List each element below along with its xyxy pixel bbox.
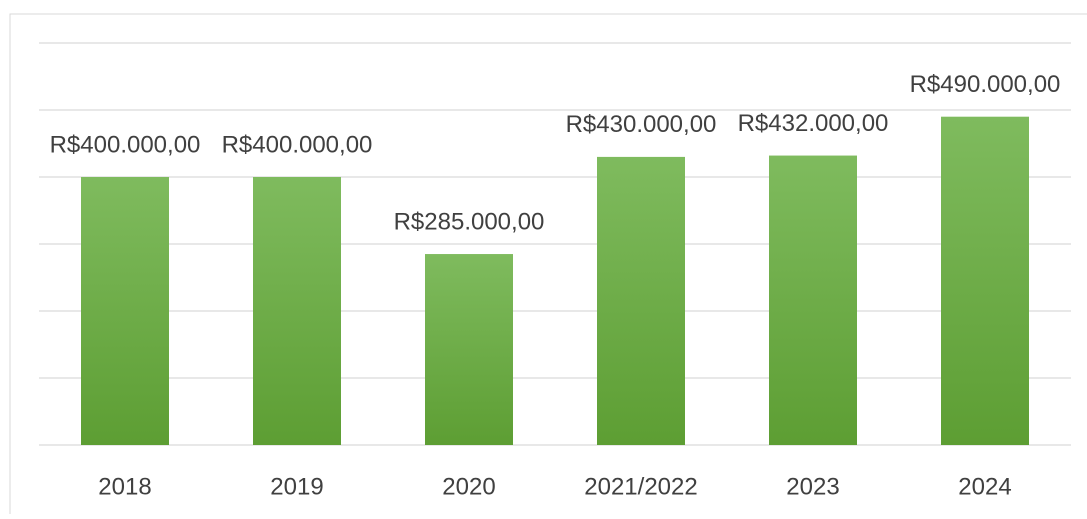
bar — [597, 156, 685, 445]
data-label: R$285.000,00 — [394, 208, 545, 235]
x-tick-label: 2021/2022 — [584, 473, 697, 500]
bar — [81, 177, 169, 445]
bar — [769, 155, 857, 445]
data-label: R$400.000,00 — [50, 131, 201, 158]
bar — [253, 177, 341, 445]
x-tick-label: 2023 — [786, 473, 839, 500]
data-label: R$490.000,00 — [910, 71, 1061, 98]
x-tick-label: 2019 — [270, 473, 323, 500]
bar — [425, 254, 513, 445]
chart-border — [9, 13, 1087, 519]
bar — [941, 116, 1029, 445]
x-tick-label: 2020 — [442, 473, 495, 500]
data-label: R$400.000,00 — [222, 131, 373, 158]
data-label: R$430.000,00 — [566, 111, 717, 138]
x-tick-label: 2018 — [98, 473, 151, 500]
x-tick-label: 2024 — [958, 473, 1011, 500]
data-label: R$432.000,00 — [738, 110, 889, 137]
